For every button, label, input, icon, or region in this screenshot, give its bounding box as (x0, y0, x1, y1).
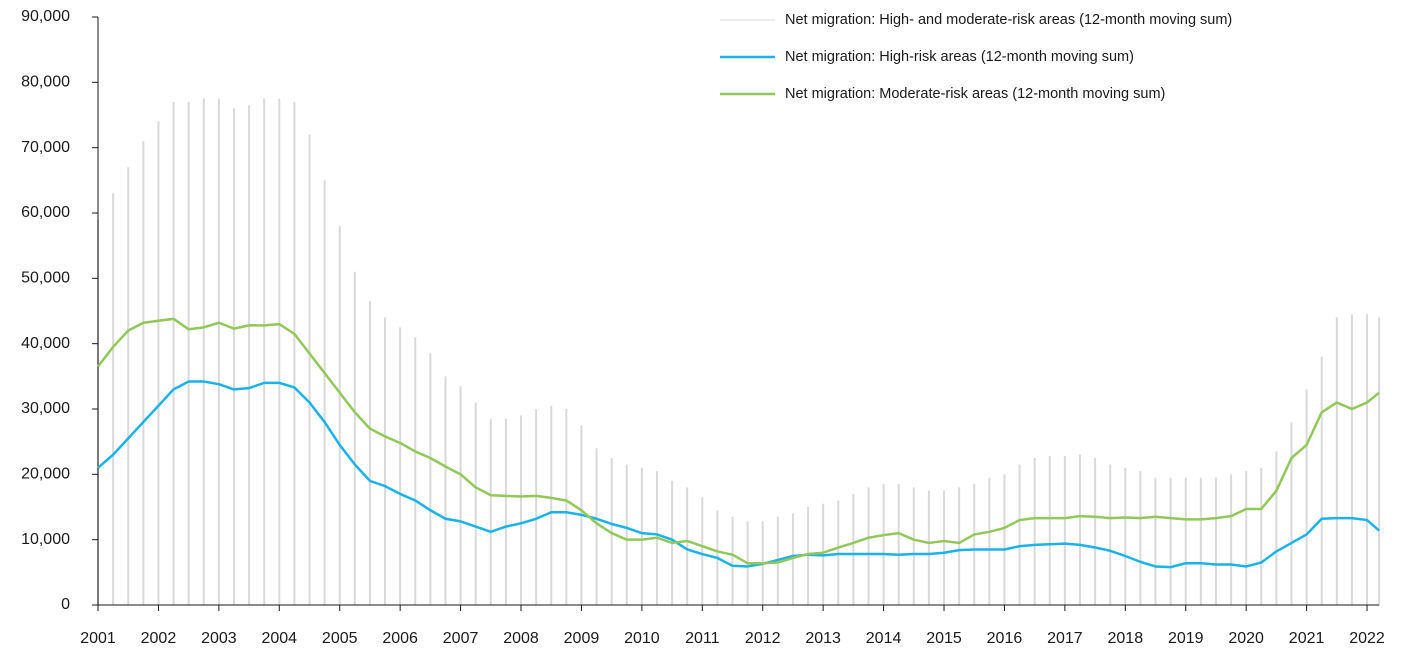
x-tick-label: 2012 (745, 630, 781, 647)
x-tick-label: 2010 (624, 630, 660, 647)
y-tick-label: 30,000 (21, 400, 70, 417)
x-tick-label: 2016 (987, 630, 1023, 647)
x-tick-label: 2013 (805, 630, 841, 647)
x-tick-label: 2004 (261, 630, 297, 647)
x-tick-label: 2020 (1228, 630, 1264, 647)
line (97, 317, 1380, 565)
x-tick-label: 2006 (382, 630, 418, 647)
x-tick-label: 2021 (1289, 630, 1325, 647)
legend-label: Net migration: Moderate-risk areas (12-m… (785, 86, 1165, 102)
legend-label: Net migration: High-risk areas (12-month… (785, 49, 1134, 65)
y-tick-label: 40,000 (21, 335, 70, 352)
y-tick-label: 0 (61, 596, 70, 613)
x-tick-label: 2001 (80, 630, 116, 647)
x-tick-label: 2018 (1108, 630, 1144, 647)
y-tick-label: 60,000 (21, 204, 70, 221)
x-tick-label: 2015 (926, 630, 962, 647)
y-tick-label: 50,000 (21, 270, 70, 287)
x-tick-label: 2014 (866, 630, 902, 647)
y-tick-label: 70,000 (21, 139, 70, 156)
line (97, 380, 1380, 569)
x-tick-label: 2003 (201, 630, 237, 647)
x-tick-label: 2019 (1168, 630, 1204, 647)
x-tick-label: 2011 (685, 630, 720, 647)
x-tick-label: 2007 (443, 630, 479, 647)
x-tick-label: 2009 (564, 630, 600, 647)
y-tick-label: 10,000 (21, 531, 70, 548)
x-tick-label: 2008 (503, 630, 539, 647)
y-tick-label: 90,000 (21, 8, 70, 25)
y-tick-label: 20,000 (21, 466, 70, 483)
y-tick-label: 80,000 (21, 74, 70, 91)
legend-label: Net migration: High- and moderate-risk a… (785, 12, 1232, 28)
x-tick-label: 2017 (1047, 630, 1083, 647)
x-tick-label: 2002 (141, 630, 177, 647)
x-tick-label: 2022 (1349, 630, 1385, 647)
x-tick-label: 2005 (322, 630, 358, 647)
